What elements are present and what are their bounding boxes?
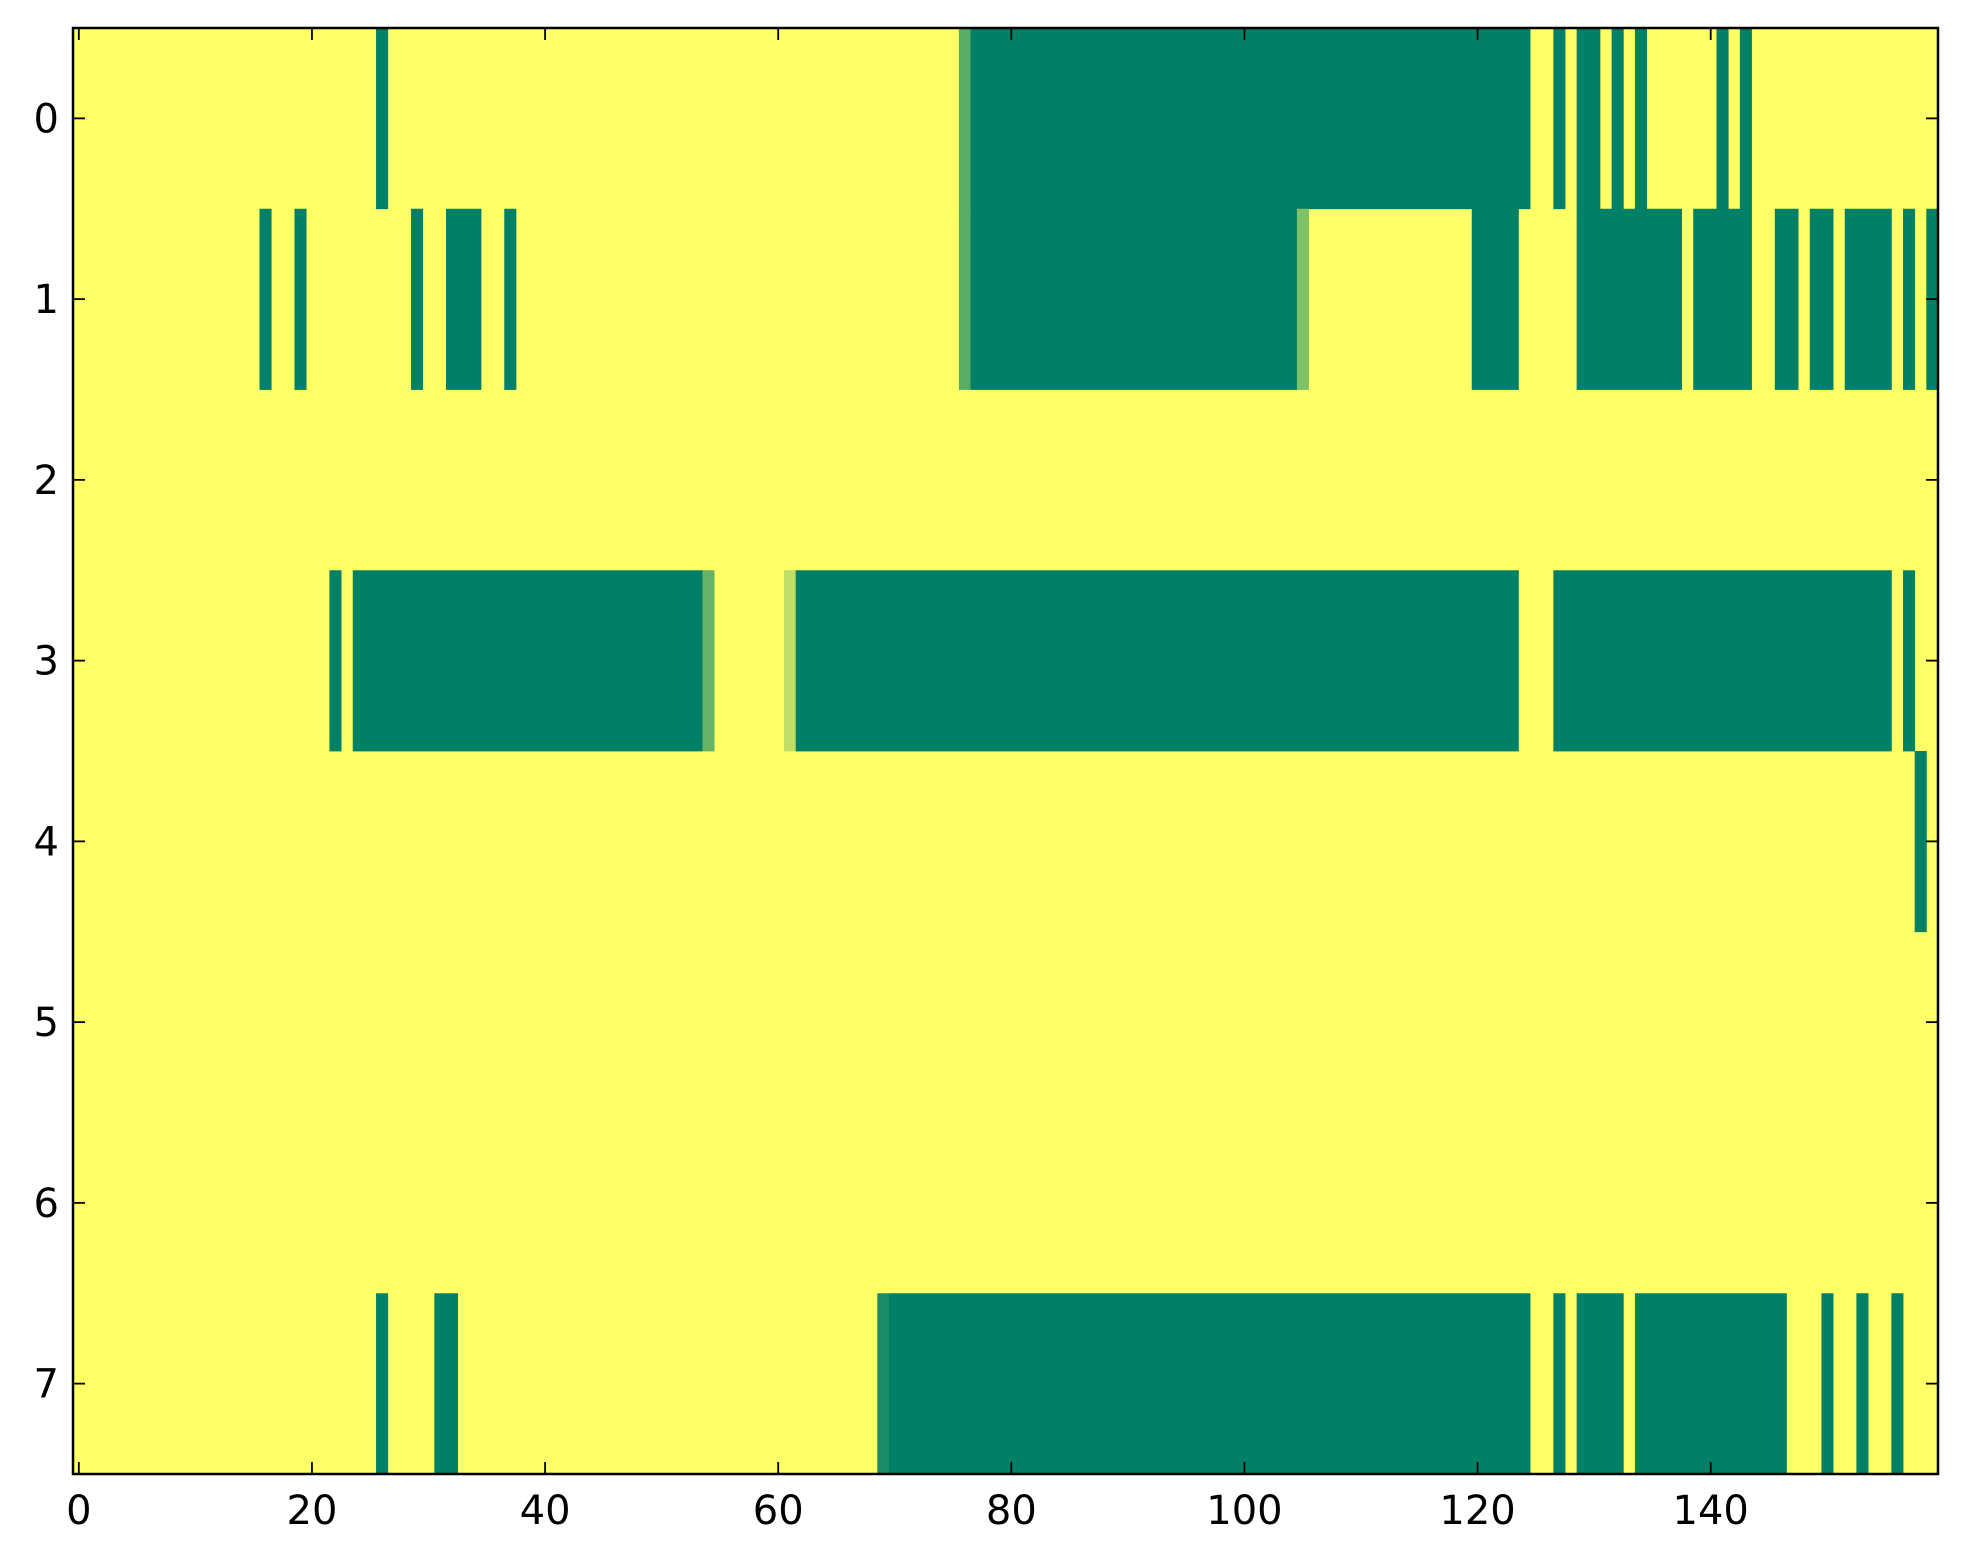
heatmap-cell-row-3-col-62-123 bbox=[795, 570, 1519, 752]
heatmap-cell-row-1-col-146-147 bbox=[1774, 208, 1799, 390]
heatmap-cell-row-1-col-120-123 bbox=[1471, 208, 1519, 390]
heatmap-cell-row-1-col-19-19 bbox=[294, 208, 307, 390]
heatmap-cell-row-3-col-24-53 bbox=[352, 570, 703, 752]
heatmap-cell-row-0-col-134-134 bbox=[1634, 28, 1647, 210]
heatmap-cell-row-7-col-153-153 bbox=[1856, 1293, 1869, 1475]
axes-frame bbox=[71, 26, 1940, 1476]
heatmap-cell-row-7-col-69-69 bbox=[877, 1293, 890, 1475]
heatmap-cell-row-1-col-32-34 bbox=[446, 208, 482, 390]
y-tick-label-0: 0 bbox=[34, 96, 59, 142]
heatmap-cell-row-0-col-76-76 bbox=[958, 28, 971, 210]
heatmap-cell-row-7-col-31-32 bbox=[434, 1293, 459, 1475]
heatmap-cell-row-1-col-152-155 bbox=[1844, 208, 1892, 390]
heatmap-cell-row-3-col-54-54 bbox=[702, 570, 715, 752]
axis-ticks bbox=[73, 28, 1938, 1474]
y-tick-label-6: 6 bbox=[34, 1181, 59, 1227]
x-tick-label-40: 40 bbox=[520, 1488, 571, 1534]
heatmap-cell-row-1-col-37-37 bbox=[504, 208, 517, 390]
heatmap-cell-row-1-col-157-157 bbox=[1903, 208, 1916, 390]
heatmap-cell-row-1-col-105-105 bbox=[1296, 208, 1309, 390]
heatmap-cell-row-0-col-127-127 bbox=[1553, 28, 1566, 210]
heatmap-cell-row-3-col-127-155 bbox=[1553, 570, 1892, 752]
heatmap-cell-row-7-col-156-156 bbox=[1891, 1293, 1904, 1475]
plot-area bbox=[73, 28, 1939, 1475]
heatmap-cell-row-1-col-76-76 bbox=[958, 208, 971, 390]
heatmap-cell-row-7-col-70-124 bbox=[888, 1293, 1531, 1475]
heatmap-cell-row-3-col-157-157 bbox=[1903, 570, 1916, 752]
x-tick-label-140: 140 bbox=[1673, 1488, 1749, 1534]
y-tick-label-2: 2 bbox=[34, 458, 59, 504]
x-tick-label-80: 80 bbox=[986, 1488, 1037, 1534]
y-tick-label-4: 4 bbox=[34, 819, 59, 865]
heatmap-cell-row-0-col-77-124 bbox=[970, 28, 1531, 210]
x-tick-label-100: 100 bbox=[1206, 1488, 1282, 1534]
heatmap-cell-row-0-col-132-132 bbox=[1611, 28, 1624, 210]
heatmap-cell-row-7-col-150-150 bbox=[1821, 1293, 1834, 1475]
x-tick-label-120: 120 bbox=[1439, 1488, 1515, 1534]
y-tick-label-5: 5 bbox=[34, 1000, 59, 1046]
x-tick-label-0: 0 bbox=[66, 1488, 91, 1534]
x-tick-label-60: 60 bbox=[753, 1488, 804, 1534]
heatmap-cell-row-1-col-77-104 bbox=[970, 208, 1298, 390]
heatmap-cell-row-0-col-129-130 bbox=[1576, 28, 1601, 210]
heatmap-cell-row-7-col-127-127 bbox=[1553, 1293, 1566, 1475]
heatmap-cell-row-0-col-141-141 bbox=[1716, 28, 1729, 210]
heatmap-cell-row-3-col-22-22 bbox=[329, 570, 342, 752]
heatmap-cell-row-1-col-129-137 bbox=[1576, 208, 1682, 390]
heatmap-cell-row-4-col-158-158 bbox=[1914, 751, 1927, 933]
y-tick-label-1: 1 bbox=[34, 277, 59, 323]
y-tick-label-7: 7 bbox=[34, 1362, 59, 1408]
heatmap-cell-row-1-col-29-29 bbox=[411, 208, 424, 390]
heatmap-cell-row-1-col-139-143 bbox=[1693, 208, 1752, 390]
heatmap-cell-row-3-col-61-61 bbox=[784, 570, 797, 752]
heatmap-cell-row-7-col-26-26 bbox=[376, 1293, 389, 1475]
y-tick-label-3: 3 bbox=[34, 639, 59, 685]
x-tick-labels: 0 20 40 60 80 100 120 140 bbox=[66, 1488, 1749, 1534]
y-tick-labels: 0 1 2 3 4 5 6 7 bbox=[34, 96, 59, 1407]
x-tick-label-20: 20 bbox=[287, 1488, 338, 1534]
heatmap-cell-row-0-col-26-26 bbox=[376, 28, 389, 210]
heatmap-cell-row-1-col-16-16 bbox=[259, 208, 272, 390]
heatmap-cell-row-7-col-129-132 bbox=[1576, 1293, 1624, 1475]
heatmap-cell-row-1-col-149-150 bbox=[1809, 208, 1834, 390]
heatmap-cells bbox=[259, 28, 1939, 1475]
heatmap-cell-row-7-col-134-146 bbox=[1634, 1293, 1787, 1475]
heatmap-cell-row-0-col-143-143 bbox=[1739, 28, 1752, 210]
